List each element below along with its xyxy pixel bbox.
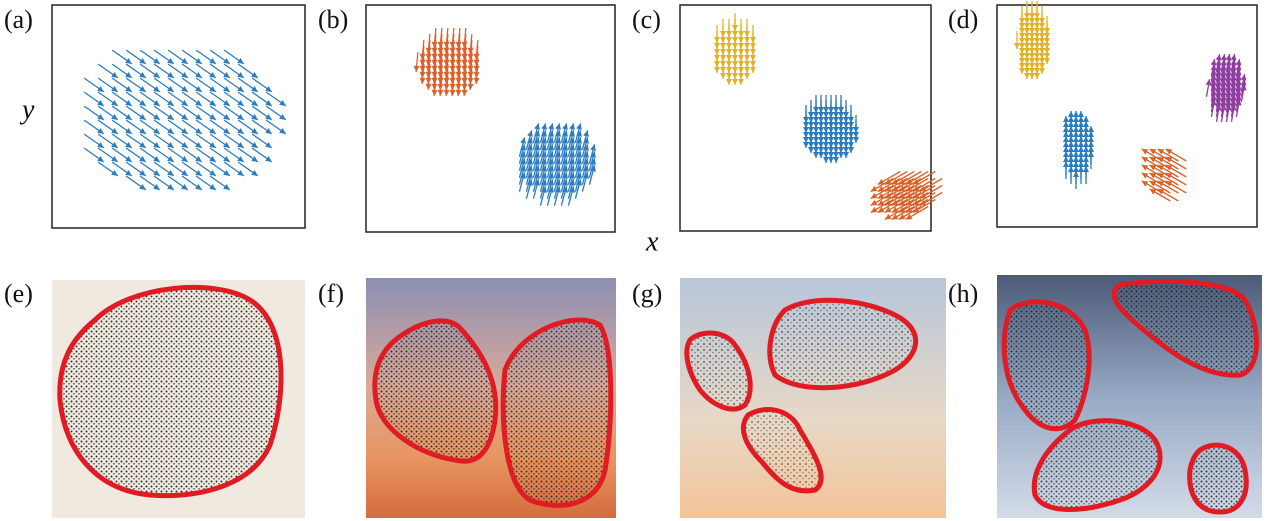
y-axis-label: y [19, 94, 35, 125]
panel-label: (g) [632, 279, 662, 308]
panel-label: (c) [632, 5, 661, 34]
panel-label: (b) [318, 5, 348, 34]
panel-label: (d) [948, 5, 978, 34]
photo-f [366, 278, 616, 518]
photo-e [52, 280, 305, 518]
panel-label: (e) [4, 279, 33, 308]
panel-label: (a) [4, 5, 33, 34]
panel-label: (f) [318, 279, 344, 308]
x-axis-label: x [645, 226, 659, 257]
panel-label: (h) [948, 279, 978, 308]
photo-h [997, 275, 1262, 518]
photo-g [680, 278, 946, 518]
figure: (a) (b) (c) (d) (e) (f) (g) (h) y x [0, 0, 1269, 521]
panel-frame [366, 5, 615, 232]
